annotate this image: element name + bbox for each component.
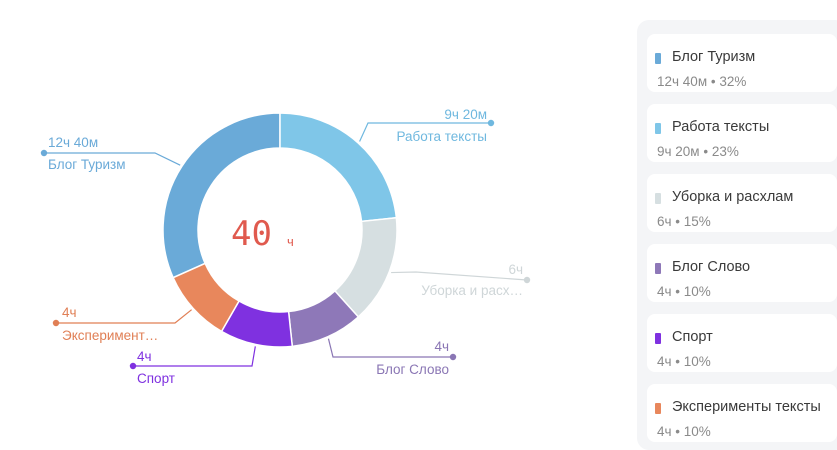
legend-value: 6ч • 15%	[657, 214, 711, 229]
legend-name: Эксперименты тексты	[672, 399, 821, 415]
callout-line-блог-слово	[327, 338, 453, 358]
legend-card-blog-slovo[interactable]: Блог Слово 4ч • 10%	[647, 244, 837, 302]
callout-dot-уборка-и-расхлам	[523, 276, 531, 284]
callout-label-спорт: Спорт	[137, 371, 175, 386]
donut-callouts: 12ч 40м Блог Туризм 9ч 20м Работа тексты 6ч У…	[40, 107, 531, 386]
callout-value-блог-слово: 4ч	[434, 339, 449, 354]
legend-card-sport[interactable]: Спорт 4ч • 10%	[647, 314, 837, 372]
callout-value-эксперименты-тексты: 4ч	[62, 305, 77, 320]
callout-value-блог-туризм: 12ч 40м	[48, 135, 98, 150]
legend-name: Блог Слово	[672, 259, 751, 275]
callout-label-уборка-и-расхлам: Уборка и расх…	[421, 283, 523, 298]
slice-эксперименты-тексты[interactable]	[172, 262, 241, 333]
legend-swatch	[655, 53, 661, 64]
callout-label-блог-туризм: Блог Туризм	[48, 157, 126, 172]
donut-slices	[162, 112, 398, 348]
callout-dot-спорт	[129, 362, 137, 370]
callout-line-спорт	[133, 346, 256, 367]
callout-label-работа-тексты: Работа тексты	[396, 129, 487, 144]
legend-name: Спорт	[672, 329, 713, 345]
legend-name: Блог Туризм	[672, 49, 756, 65]
callout-dot-блог-туризм	[40, 149, 48, 157]
callout-label-эксперименты-тексты: Эксперимент…	[62, 328, 158, 343]
legend-value: 9ч 20м • 23%	[657, 144, 739, 159]
slice-работа-тексты[interactable]	[279, 112, 398, 223]
total-hours-unit: ч	[287, 234, 294, 249]
legend-value: 4ч • 10%	[657, 424, 711, 439]
callout-line-уборка-и-расхлам	[391, 271, 528, 281]
legend-panel: Блог Туризм 12ч 40м • 32% Работа тексты …	[637, 20, 837, 450]
legend-swatch	[655, 263, 661, 274]
legend-card-work-texts[interactable]: Работа тексты 9ч 20м • 23%	[647, 104, 837, 162]
callout-value-спорт: 4ч	[137, 349, 152, 364]
callout-line-блог-туризм	[44, 152, 181, 166]
legend-name: Работа тексты	[672, 119, 770, 135]
callout-value-работа-тексты: 9ч 20м	[444, 107, 487, 122]
callout-value-уборка-и-расхлам: 6ч	[508, 262, 523, 277]
legend-card-experiments[interactable]: Эксперименты тексты 4ч • 10%	[647, 384, 837, 442]
total-hours-number: 40	[231, 214, 272, 254]
legend-value: 12ч 40м • 32%	[657, 74, 747, 89]
legend-card-blog-tourism[interactable]: Блог Туризм 12ч 40м • 32%	[647, 34, 837, 92]
callout-line-работа-тексты	[359, 122, 491, 142]
legend-value: 4ч • 10%	[657, 284, 711, 299]
legend-swatch	[655, 403, 661, 414]
callout-dot-работа-тексты	[487, 119, 495, 127]
legend-swatch	[655, 123, 661, 134]
callout-dot-эксперименты-тексты	[52, 319, 60, 327]
donut-chart: 12ч 40м Блог Туризм 9ч 20м Работа тексты 6ч У…	[40, 107, 531, 386]
legend-swatch	[655, 333, 661, 344]
callout-label-блог-слово: Блог Слово	[376, 362, 449, 377]
legend-swatch	[655, 193, 661, 204]
legend-name: Уборка и расхлам	[672, 189, 794, 205]
callout-line-эксперименты-тексты	[56, 309, 192, 324]
legend-card-cleaning[interactable]: Уборка и расхлам 6ч • 15%	[647, 174, 837, 232]
callout-dot-блог-слово	[449, 353, 457, 361]
legend-value: 4ч • 10%	[657, 354, 711, 369]
